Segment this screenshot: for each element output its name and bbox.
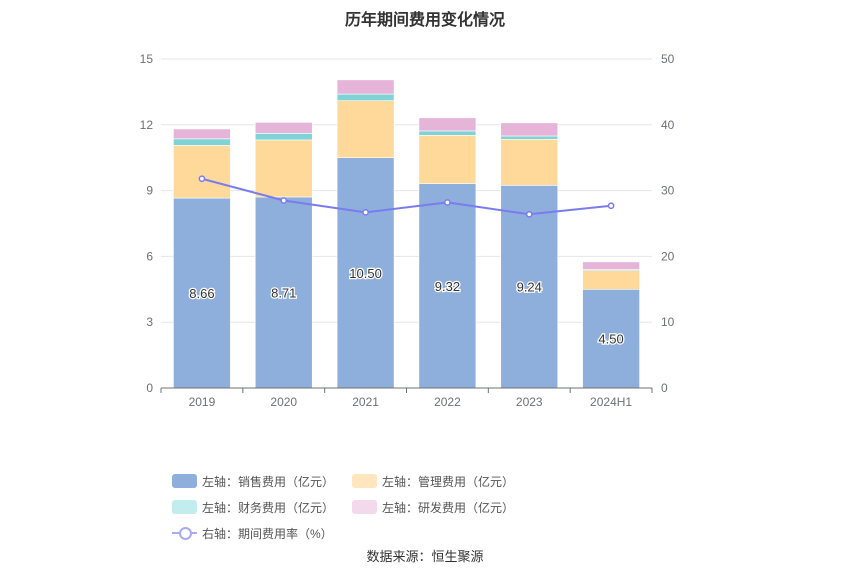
legend-item-sales[interactable]: 左轴：销售费用（亿元） [172, 472, 334, 490]
legend-swatch-admin [352, 474, 378, 488]
expense-ratio-point [280, 197, 288, 204]
right-axis-tick-label: 40 [661, 118, 675, 132]
bar-segment-0 [418, 183, 477, 389]
bar-segment-2 [336, 93, 395, 101]
right-axis-tick-label: 0 [661, 381, 668, 395]
data-label-sales: 4.50 [598, 332, 623, 347]
bar-segment-1 [254, 139, 313, 198]
left-axis-tick-label: 12 [140, 118, 154, 132]
legend-swatch-sales [172, 474, 197, 488]
bar-segment-0 [173, 197, 231, 389]
bar-segment-1 [418, 135, 477, 184]
legend-label-admin: 左轴：管理费用（亿元） [382, 474, 515, 489]
x-axis-tick-label: 2019 [189, 395, 216, 409]
expense-ratio-line [201, 177, 612, 216]
expense-ratio-point [362, 208, 369, 216]
expense-ratio-point [607, 202, 615, 210]
bar-segment-0 [336, 157, 395, 389]
bar-segment-2 [500, 135, 559, 140]
bar-segment-3 [582, 261, 640, 270]
x-axis-tick-label: 2022 [434, 395, 461, 409]
data-label-sales: 8.71 [271, 285, 296, 300]
bar-segment-2 [254, 133, 313, 141]
left-axis-tick-label: 0 [146, 381, 153, 395]
legend-label-expense-ratio: 右轴：期间费用率（%） [202, 526, 333, 541]
legend-swatch-finance [172, 500, 197, 514]
x-axis-tick-label: 2020 [270, 395, 297, 409]
bar-segment-3 [500, 122, 559, 137]
bar-segment-3 [173, 128, 231, 140]
legend-label-rnd: 左轴：研发费用（亿元） [382, 500, 515, 515]
bar-segment-1 [582, 270, 640, 290]
legend: 左轴：销售费用（亿元） 左轴：管理费用（亿元） 左轴：财务费用（亿元） 左轴：研… [172, 472, 692, 542]
right-axis-tick-label: 30 [661, 184, 675, 198]
expense-ratio-point [444, 199, 451, 206]
legend-swatch-rnd [352, 500, 378, 514]
left-axis-tick-label: 3 [146, 315, 153, 329]
expense-ratio-point [198, 175, 206, 183]
bar-segment-1 [336, 100, 395, 158]
legend-item-finance[interactable]: 左轴：财务费用（亿元） [172, 498, 334, 516]
bar-segment-1 [500, 138, 559, 186]
bar-segment-0 [500, 185, 559, 389]
bar-segment-3 [418, 117, 477, 132]
legend-item-expense-ratio[interactable]: 右轴：期间费用率（%） [172, 524, 333, 542]
right-axis-tick-label: 10 [661, 315, 675, 329]
legend-swatch-expense-ratio [172, 526, 197, 540]
data-label-sales: 9.32 [435, 279, 460, 294]
chart-title: 历年期间费用变化情况 [344, 12, 505, 29]
source-note: 数据来源：恒生聚源 [366, 549, 484, 564]
expense-ratio-point [525, 210, 533, 218]
x-axis-tick-label: 2024H1 [590, 395, 632, 409]
left-axis-tick-label: 6 [146, 249, 153, 263]
legend-item-rnd[interactable]: 左轴：研发费用（亿元） [352, 498, 514, 516]
legend-item-admin[interactable]: 左轴：管理费用（亿元） [352, 472, 514, 490]
left-axis-tick-label: 15 [140, 52, 154, 66]
legend-label-sales: 左轴：销售费用（亿元） [202, 474, 335, 489]
bar-segment-2 [418, 130, 477, 136]
left-axis-tick-label: 9 [146, 184, 153, 198]
bar-segment-3 [254, 122, 313, 134]
data-label-sales: 9.24 [517, 280, 542, 295]
bar-segment-2 [173, 138, 231, 146]
bar-segment-3 [336, 79, 395, 95]
right-axis-tick-label: 50 [661, 52, 675, 66]
bar-segment-1 [173, 145, 231, 199]
x-axis-tick-label: 2023 [516, 395, 543, 409]
x-axis-tick-label: 2021 [352, 395, 379, 409]
data-label-sales: 10.50 [349, 266, 382, 281]
data-label-sales: 8.66 [189, 286, 214, 301]
right-axis-tick-label: 20 [661, 249, 675, 263]
legend-label-finance: 左轴：财务费用（亿元） [202, 500, 335, 515]
